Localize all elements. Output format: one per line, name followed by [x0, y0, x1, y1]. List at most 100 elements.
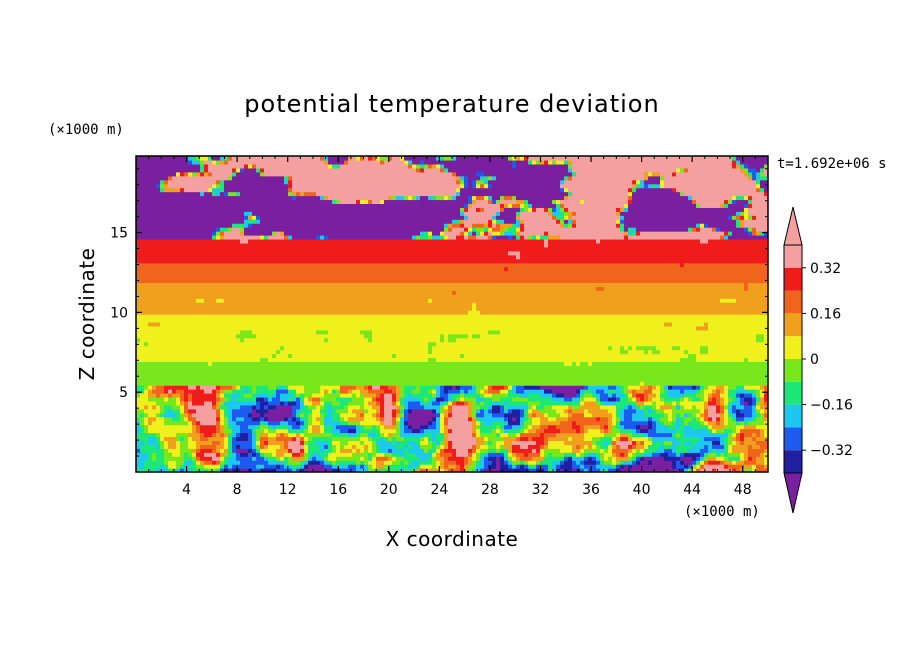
contour-cell	[432, 385, 437, 390]
contour-cell	[228, 464, 233, 469]
contour-cell	[356, 412, 361, 418]
contour-cell	[488, 404, 493, 410]
contour-cell	[756, 349, 761, 355]
contour-cell	[268, 420, 273, 426]
contour-cell	[248, 456, 253, 461]
contour-cell	[300, 440, 305, 445]
contour-cell	[548, 361, 553, 366]
contour-cell	[348, 428, 353, 434]
contour-cell	[752, 389, 757, 394]
contour-cell	[580, 357, 585, 362]
contour-cell	[144, 460, 149, 465]
contour-cell	[752, 353, 757, 359]
contour-cell	[596, 361, 601, 366]
contour-cell	[248, 357, 253, 362]
contour-cell	[668, 468, 673, 472]
contour-cell	[292, 349, 297, 355]
contour-cell	[692, 396, 697, 402]
contour-cell	[436, 468, 441, 472]
contour-cell	[336, 369, 341, 374]
contour-cell	[196, 452, 201, 457]
contour-cell	[688, 349, 693, 355]
contour-cell	[632, 412, 637, 418]
contour-cell	[664, 428, 669, 434]
contour-cell	[152, 369, 157, 374]
contour-cell	[156, 416, 161, 422]
contour-cell	[216, 432, 221, 438]
contour-cell	[752, 393, 757, 398]
contour-cell	[760, 460, 765, 465]
contour-cell	[400, 420, 405, 426]
contour-cell	[500, 369, 505, 374]
contour-cell	[512, 396, 517, 402]
contour-cell	[388, 428, 393, 434]
contour-cell	[668, 400, 673, 406]
contour-cell	[264, 357, 269, 362]
contour-cell	[556, 357, 561, 362]
contour-cell	[540, 373, 545, 378]
contour-cell	[720, 365, 725, 370]
contour-cell	[724, 432, 729, 438]
contour-cell	[464, 345, 469, 351]
contour-cell	[520, 464, 525, 469]
contour-cell	[172, 436, 177, 441]
contour-cell	[520, 373, 525, 378]
contour-cell	[288, 460, 293, 465]
contour-cell	[748, 408, 753, 414]
contour-cell	[588, 404, 593, 410]
contour-cell	[528, 400, 533, 406]
contour-cell	[240, 468, 245, 472]
contour-cell	[568, 416, 573, 422]
contour-cell	[716, 357, 721, 362]
contour-cell	[220, 389, 225, 394]
contour-cell	[660, 424, 665, 430]
contour-cell	[288, 452, 293, 457]
contour-cell	[184, 396, 189, 402]
contour-cell	[260, 408, 265, 414]
contour-cell	[744, 361, 749, 366]
contour-cell	[460, 424, 465, 430]
contour-cell	[292, 452, 297, 457]
contour-cell	[256, 369, 261, 374]
contour-cell	[464, 400, 469, 406]
contour-cell	[688, 440, 693, 445]
contour-cell	[168, 389, 173, 394]
contour-cell	[444, 420, 449, 426]
contour-cell	[300, 396, 305, 402]
contour-cell	[696, 464, 701, 469]
contour-cell	[648, 389, 653, 394]
contour-cell	[432, 448, 437, 453]
contour-cell	[440, 452, 445, 457]
contour-cell	[220, 452, 225, 457]
contour-cell	[400, 357, 405, 362]
contour-cell	[584, 412, 589, 418]
contour-cell	[308, 345, 313, 351]
contour-cell	[432, 456, 437, 461]
contour-cell	[156, 357, 161, 362]
contour-cell	[372, 361, 377, 366]
contour-cell	[720, 400, 725, 406]
contour-cell	[464, 460, 469, 465]
contour-cell	[612, 448, 617, 453]
contour-cell	[696, 389, 701, 394]
contour-cell	[172, 440, 177, 445]
contour-cell	[464, 444, 469, 449]
contour-cell	[356, 396, 361, 402]
contour-cell	[476, 365, 481, 370]
contour-cell	[592, 440, 597, 445]
contour-cell	[396, 412, 401, 418]
contour-cell	[380, 464, 385, 469]
contour-cell	[556, 381, 561, 386]
contour-cell	[536, 373, 541, 378]
contour-cell	[744, 424, 749, 430]
contour-cell	[328, 373, 333, 378]
contour-cell	[332, 428, 337, 434]
contour-cell	[732, 420, 737, 426]
contour-cell	[576, 436, 581, 441]
contour-cell	[748, 464, 753, 469]
contour-cell	[180, 400, 185, 406]
contour-cell	[228, 424, 233, 430]
contour-cell	[732, 456, 737, 461]
contour-cell	[520, 456, 525, 461]
contour-cell	[380, 416, 385, 422]
